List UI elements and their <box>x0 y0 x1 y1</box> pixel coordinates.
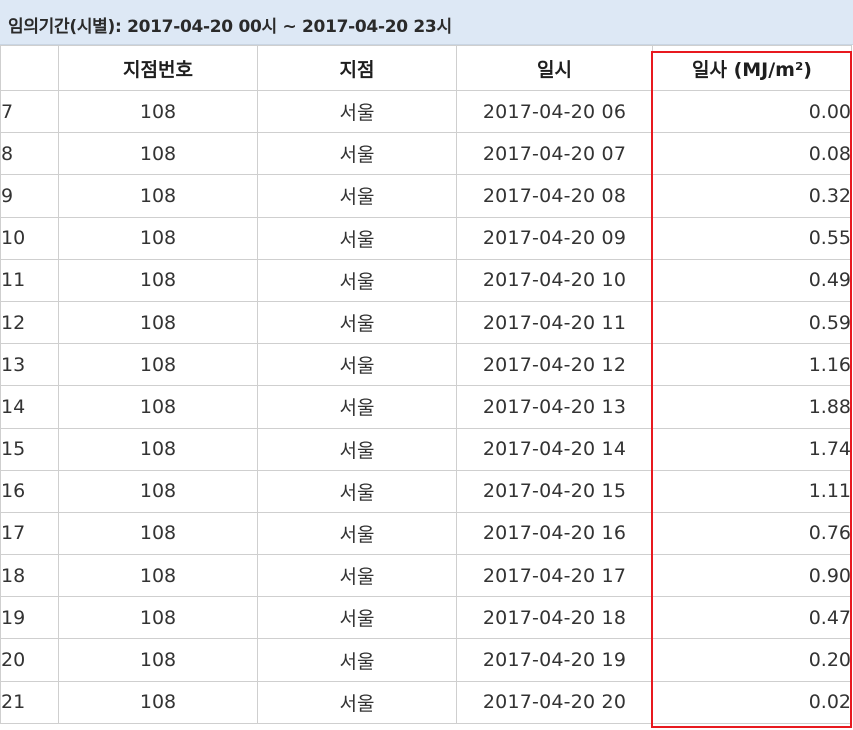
station-name-link[interactable]: 서울 <box>257 554 457 598</box>
row-number: 18 <box>0 554 59 598</box>
datetime-cell: 2017-04-20 13 <box>456 385 653 429</box>
row-number: 15 <box>0 427 59 471</box>
table-row: 14 108 서울 2017-04-20 13 1.88 <box>0 385 852 429</box>
observation-table: 지점번호 지점 일시 일사 (MJ/m²) 7 108 서울 2017-04-20 0… <box>0 45 852 724</box>
station-name-link[interactable]: 서울 <box>257 343 457 387</box>
table-row: 12 108 서울 2017-04-20 11 0.59 <box>0 300 852 345</box>
table-row: 18 108 서울 2017-04-20 17 0.90 <box>0 554 852 598</box>
column-header-station[interactable]: 지점 <box>257 45 457 91</box>
table-row: 7 108 서울 2017-04-20 06 0.00 <box>0 89 852 134</box>
datetime-cell: 2017-04-20 11 <box>456 300 653 345</box>
station-code-cell: 108 <box>58 511 258 556</box>
datetime-cell: 2017-04-20 06 <box>456 89 653 134</box>
table-row: 8 108 서울 2017-04-20 07 0.08 <box>0 132 852 176</box>
station-name-link[interactable]: 서울 <box>257 89 457 134</box>
row-number: 20 <box>0 638 59 682</box>
row-number: 17 <box>0 511 59 556</box>
datetime-cell: 2017-04-20 17 <box>456 554 653 598</box>
solar-radiation-cell: 0.32 <box>652 174 852 218</box>
table-row: 9 108 서울 2017-04-20 08 0.32 <box>0 174 852 218</box>
row-number: 14 <box>0 385 59 429</box>
row-number: 13 <box>0 343 59 387</box>
station-code-cell: 108 <box>58 132 258 176</box>
station-code-cell: 108 <box>58 174 258 218</box>
station-code-cell: 108 <box>58 89 258 134</box>
column-header-index <box>0 45 59 91</box>
datetime-cell: 2017-04-20 09 <box>456 216 653 260</box>
station-code-cell: 108 <box>58 680 258 724</box>
station-code-cell: 108 <box>58 300 258 345</box>
station-code-cell: 108 <box>58 469 258 513</box>
table-header-row: 지점번호 지점 일시 일사 (MJ/m²) <box>0 45 852 91</box>
solar-radiation-cell: 1.16 <box>652 343 852 387</box>
row-number: 19 <box>0 596 59 640</box>
table-row: 16 108 서울 2017-04-20 15 1.11 <box>0 469 852 513</box>
station-name-link[interactable]: 서울 <box>257 174 457 218</box>
period-title-bar: 임의기간(시별): 2017-04-20 00시 ~ 2017-04-20 23… <box>0 0 853 45</box>
row-number: 7 <box>0 89 59 134</box>
row-number: 12 <box>0 300 59 345</box>
solar-radiation-cell: 1.88 <box>652 385 852 429</box>
station-name-link[interactable]: 서울 <box>257 385 457 429</box>
solar-radiation-cell: 0.76 <box>652 511 852 556</box>
table-row: 11 108 서울 2017-04-20 10 0.49 <box>0 258 852 302</box>
station-name-link[interactable]: 서울 <box>257 469 457 513</box>
station-code-cell: 108 <box>58 554 258 598</box>
table-row: 20 108 서울 2017-04-20 19 0.20 <box>0 638 852 682</box>
column-header-solar-radiation[interactable]: 일사 (MJ/m²) <box>652 45 852 91</box>
row-number: 11 <box>0 258 59 302</box>
table-row: 21 108 서울 2017-04-20 20 0.02 <box>0 680 852 724</box>
datetime-cell: 2017-04-20 07 <box>456 132 653 176</box>
datetime-cell: 2017-04-20 20 <box>456 680 653 724</box>
station-code-cell: 108 <box>58 343 258 387</box>
station-name-link[interactable]: 서울 <box>257 511 457 556</box>
datetime-cell: 2017-04-20 19 <box>456 638 653 682</box>
station-code-cell: 108 <box>58 258 258 302</box>
table-row: 17 108 서울 2017-04-20 16 0.76 <box>0 511 852 556</box>
table-row: 15 108 서울 2017-04-20 14 1.74 <box>0 427 852 471</box>
solar-radiation-cell: 1.11 <box>652 469 852 513</box>
table-row: 10 108 서울 2017-04-20 09 0.55 <box>0 216 852 260</box>
datetime-cell: 2017-04-20 16 <box>456 511 653 556</box>
solar-radiation-cell: 0.00 <box>652 89 852 134</box>
station-name-link[interactable]: 서울 <box>257 132 457 176</box>
datetime-cell: 2017-04-20 12 <box>456 343 653 387</box>
station-code-cell: 108 <box>58 596 258 640</box>
column-header-station-code[interactable]: 지점번호 <box>58 45 258 91</box>
table-row: 19 108 서울 2017-04-20 18 0.47 <box>0 596 852 640</box>
station-code-cell: 108 <box>58 638 258 682</box>
station-name-link[interactable]: 서울 <box>257 427 457 471</box>
station-name-link[interactable]: 서울 <box>257 258 457 302</box>
row-number: 9 <box>0 174 59 218</box>
datetime-cell: 2017-04-20 14 <box>456 427 653 471</box>
station-name-link[interactable]: 서울 <box>257 596 457 640</box>
datetime-cell: 2017-04-20 15 <box>456 469 653 513</box>
row-number: 8 <box>0 132 59 176</box>
solar-radiation-cell: 0.02 <box>652 680 852 724</box>
solar-radiation-cell: 0.20 <box>652 638 852 682</box>
datetime-cell: 2017-04-20 08 <box>456 174 653 218</box>
datetime-cell: 2017-04-20 10 <box>456 258 653 302</box>
column-header-datetime[interactable]: 일시 <box>456 45 653 91</box>
period-title: 임의기간(시별): 2017-04-20 00시 ~ 2017-04-20 23… <box>8 17 452 37</box>
station-name-link[interactable]: 서울 <box>257 300 457 345</box>
station-name-link[interactable]: 서울 <box>257 680 457 724</box>
solar-radiation-cell: 0.90 <box>652 554 852 598</box>
row-number: 10 <box>0 216 59 260</box>
station-name-link[interactable]: 서울 <box>257 216 457 260</box>
station-code-cell: 108 <box>58 427 258 471</box>
station-code-cell: 108 <box>58 385 258 429</box>
station-name-link[interactable]: 서울 <box>257 638 457 682</box>
solar-radiation-cell: 0.55 <box>652 216 852 260</box>
row-number: 21 <box>0 680 59 724</box>
table-row: 13 108 서울 2017-04-20 12 1.16 <box>0 343 852 387</box>
solar-radiation-cell: 0.59 <box>652 300 852 345</box>
solar-radiation-cell: 0.47 <box>652 596 852 640</box>
solar-radiation-cell: 0.08 <box>652 132 852 176</box>
row-number: 16 <box>0 469 59 513</box>
solar-radiation-cell: 0.49 <box>652 258 852 302</box>
datetime-cell: 2017-04-20 18 <box>456 596 653 640</box>
station-code-cell: 108 <box>58 216 258 260</box>
solar-radiation-cell: 1.74 <box>652 427 852 471</box>
